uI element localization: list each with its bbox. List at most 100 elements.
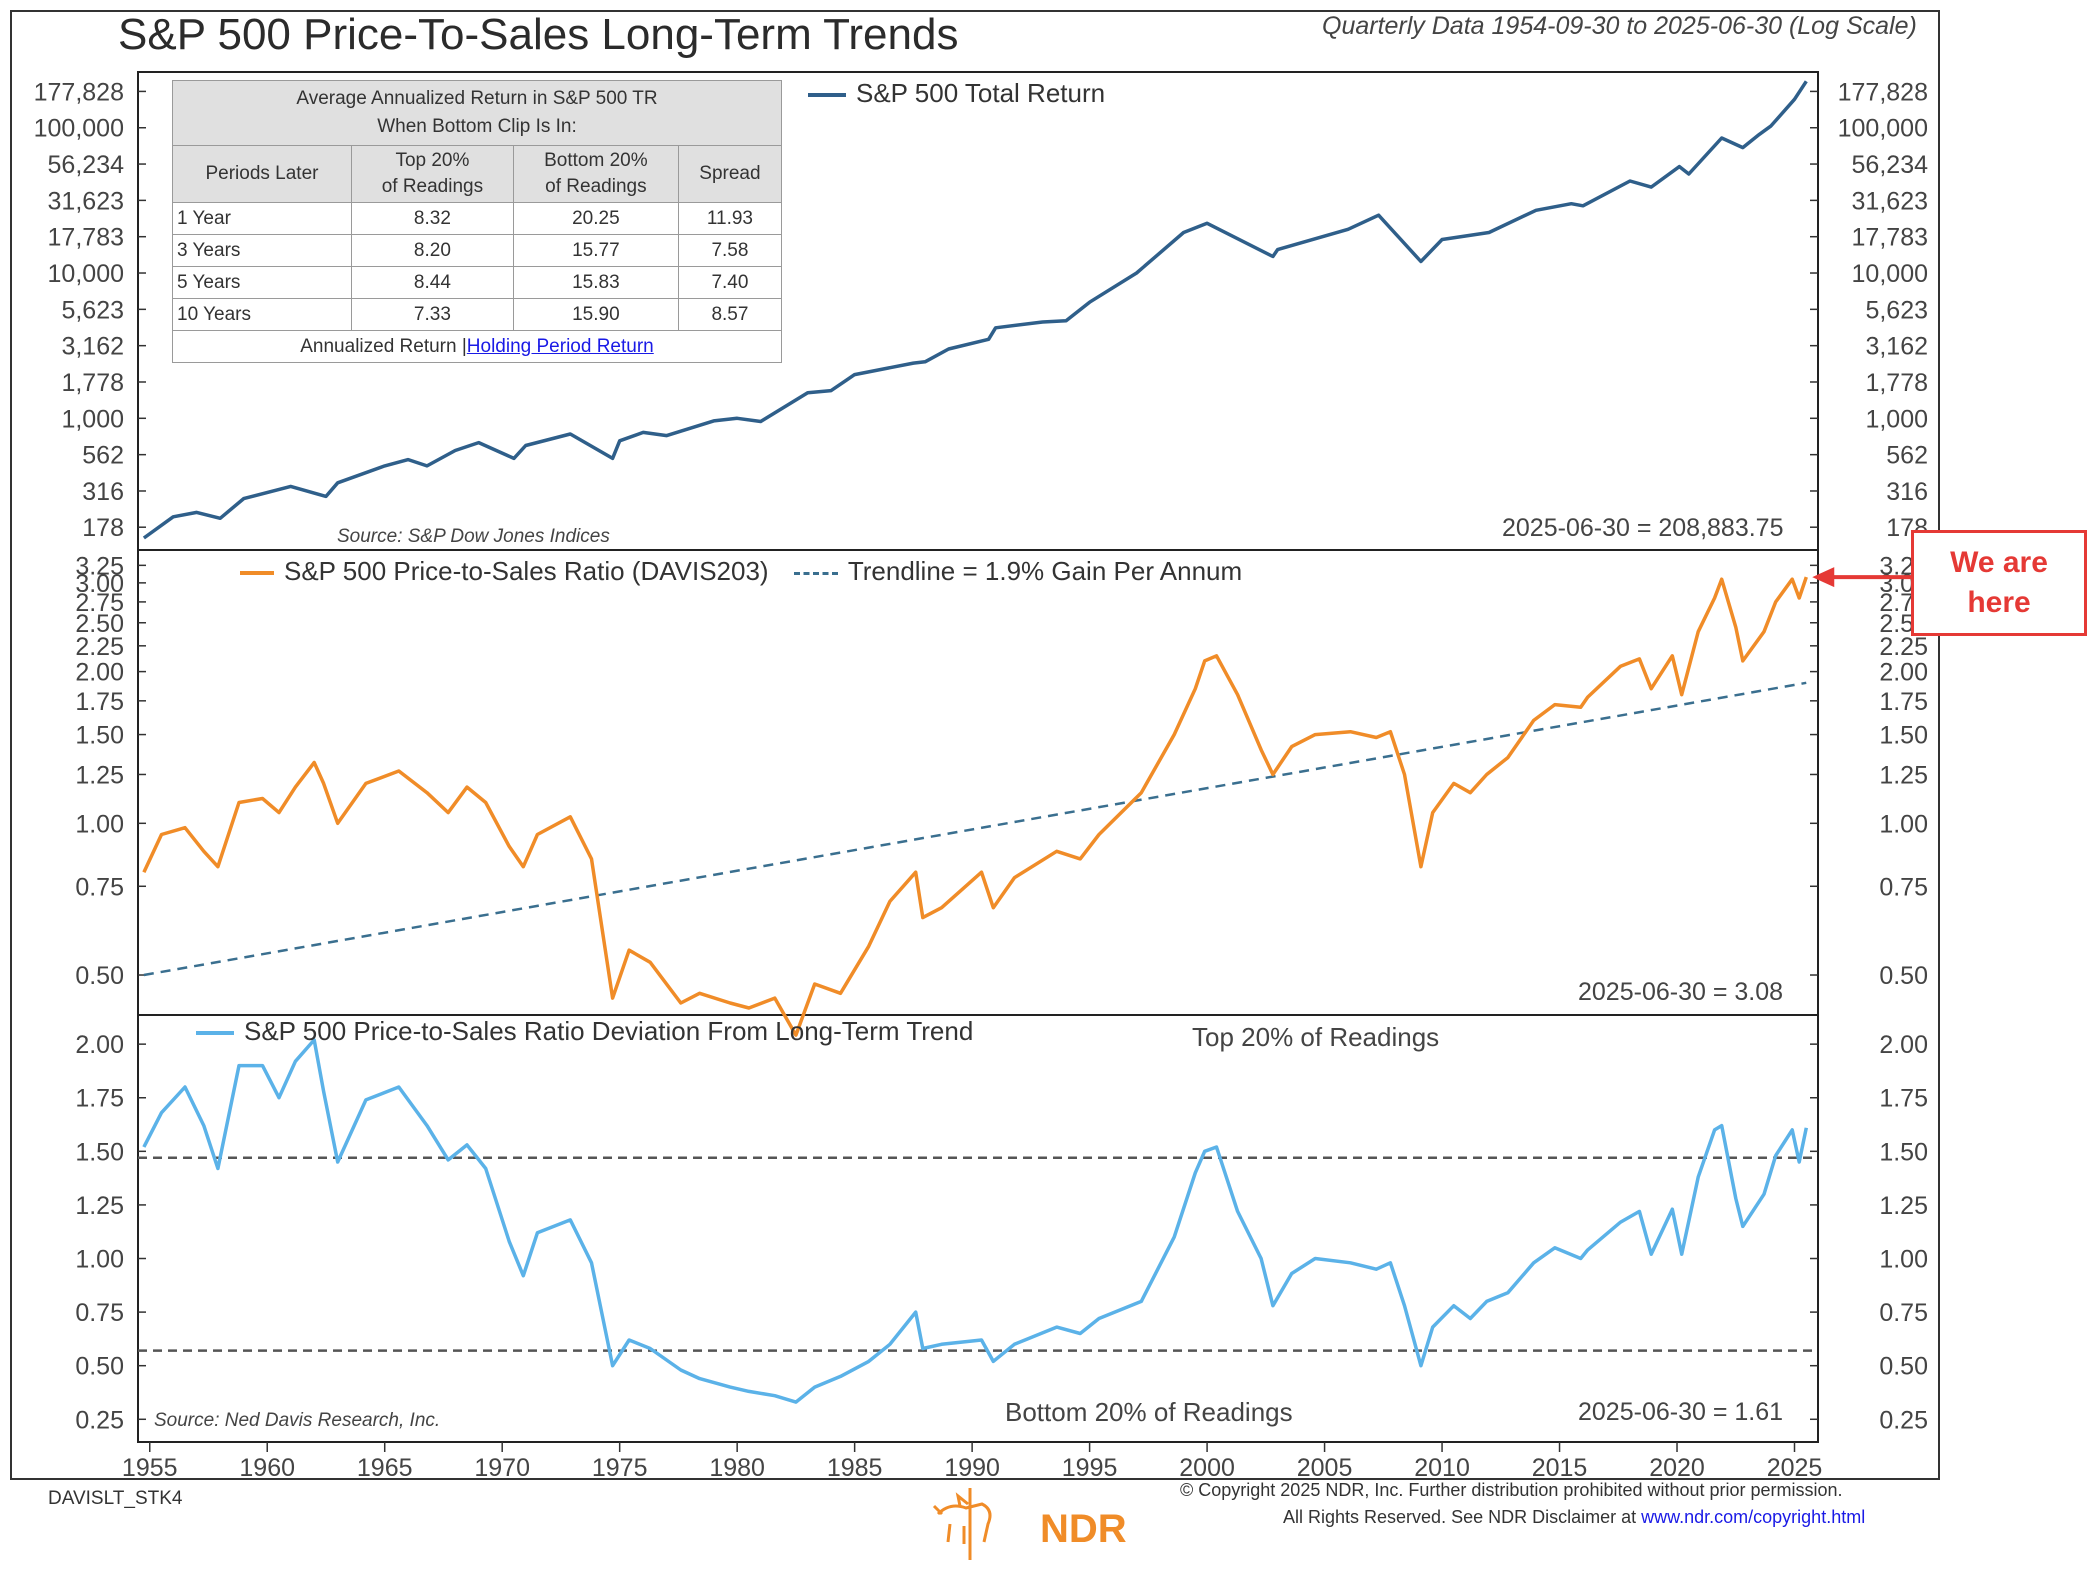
y-tick-label-left: 0.50 (75, 1353, 124, 1381)
x-tick-label: 2025 (1767, 1454, 1823, 1482)
table-title-line2: When Bottom Clip Is In: (377, 116, 577, 137)
y-tick-label-left: 2.00 (75, 1031, 124, 1059)
legend-dev-label: S&P 500 Price-to-Sales Ratio Deviation F… (244, 1016, 973, 1046)
holding-period-return-link[interactable]: Holding Period Return (467, 336, 654, 357)
y-tick-label-left: 1.25 (75, 1192, 124, 1220)
y-tick-label-left: 1.00 (75, 1246, 124, 1274)
y-tick-label-right: 100,000 (1838, 115, 1928, 143)
x-tick-label: 2020 (1649, 1454, 1705, 1482)
y-tick-label-right: 177,828 (1838, 78, 1928, 106)
copyright-line2: All Rights Reserved. See NDR Disclaimer … (1283, 1507, 1865, 1528)
y-tick-label-right: 1,000 (1865, 405, 1928, 433)
y-tick-label-right: 3,162 (1865, 333, 1928, 361)
cell-top: 8.32 (351, 203, 513, 235)
y-tick-label-left: 562 (82, 442, 124, 470)
y-tick-label-right: 316 (1886, 478, 1928, 506)
cell-spread: 7.58 (678, 235, 781, 267)
y-tick-label-right: 1,778 (1865, 369, 1928, 397)
col-header-top-sub: of Readings (382, 176, 483, 197)
col-header-bottom: Bottom 20% (544, 150, 648, 171)
copyright-link[interactable]: www.ndr.com/copyright.html (1641, 1507, 1865, 1527)
x-tick-label: 1960 (239, 1454, 295, 1482)
top-band-label: Top 20% of Readings (1192, 1022, 1439, 1053)
y-tick-label-right: 562 (1886, 442, 1928, 470)
col-header-top: Top 20% (395, 150, 469, 171)
y-tick-label-right: 0.50 (1879, 962, 1928, 990)
x-tick-label: 1965 (357, 1454, 413, 1482)
y-tick-label-right: 1.00 (1879, 1246, 1928, 1274)
y-tick-label-left: 0.75 (75, 873, 124, 901)
bull-bear-icon: NDR (930, 1484, 1170, 1564)
price-to-sales-line (144, 577, 1806, 1035)
end-label-ps: 2025-06-30 = 3.08 (1578, 978, 1783, 1007)
table-row: 1 Year 8.32 20.25 11.93 (173, 203, 782, 235)
callout-arrow-head (1812, 567, 1834, 587)
y-tick-label-right: 10,000 (1852, 260, 1928, 288)
cell-period: 3 Years (173, 235, 352, 267)
deviation-line (144, 1040, 1806, 1402)
y-tick-label-left: 1.00 (75, 810, 124, 838)
y-tick-label-left: 3.25 (75, 552, 124, 580)
y-tick-label-right: 1.00 (1879, 810, 1928, 838)
col-header-period: Periods Later (173, 146, 352, 203)
y-tick-label-left: 1.25 (75, 761, 124, 789)
trendline (144, 683, 1806, 975)
table-row: 10 Years 7.33 15.90 8.57 (173, 299, 782, 331)
y-tick-label-left: 1.50 (75, 1138, 124, 1166)
y-tick-label-left: 0.25 (75, 1406, 124, 1434)
cell-top: 8.44 (351, 267, 513, 299)
cell-bottom: 20.25 (513, 203, 678, 235)
callout-line2: here (1967, 586, 2030, 619)
y-tick-label-left: 10,000 (48, 260, 124, 288)
y-tick-label-right: 5,623 (1865, 296, 1928, 324)
y-tick-label-right: 1.50 (1879, 1138, 1928, 1166)
cell-spread: 8.57 (678, 299, 781, 331)
table-row: 3 Years 8.20 15.77 7.58 (173, 235, 782, 267)
legend-ps: S&P 500 Price-to-Sales Ratio (DAVIS203) … (240, 556, 1242, 587)
legend-tr: S&P 500 Total Return (808, 78, 1105, 109)
source-ndr: Source: Ned Davis Research, Inc. (154, 1410, 440, 1432)
callout-line1: We are (1950, 546, 2048, 579)
y-tick-label-left: 100,000 (34, 115, 124, 143)
legend-dev: S&P 500 Price-to-Sales Ratio Deviation F… (196, 1016, 973, 1047)
y-tick-label-right: 0.75 (1879, 1299, 1928, 1327)
y-tick-label-right: 31,623 (1852, 187, 1928, 215)
x-tick-label: 1955 (122, 1454, 178, 1482)
y-tick-label-right: 56,234 (1852, 151, 1929, 179)
y-tick-label-right: 1.25 (1879, 761, 1928, 789)
x-tick-label: 2015 (1532, 1454, 1588, 1482)
y-tick-label-right: 17,783 (1852, 224, 1928, 252)
logo-text: NDR (1040, 1507, 1127, 1551)
legend-trend-label: Trendline = 1.9% Gain Per Annum (848, 556, 1242, 586)
y-tick-label-left: 1.50 (75, 722, 124, 750)
cell-top: 7.33 (351, 299, 513, 331)
panel-3-box (138, 1015, 1818, 1442)
cell-spread: 7.40 (678, 267, 781, 299)
cell-period: 5 Years (173, 267, 352, 299)
y-tick-label-left: 2.00 (75, 659, 124, 687)
x-tick-label: 2000 (1179, 1454, 1235, 1482)
x-tick-label: 2010 (1414, 1454, 1470, 1482)
y-tick-label-right: 2.00 (1879, 659, 1928, 687)
x-tick-label: 1975 (592, 1454, 648, 1482)
we-are-here-callout: We are here (1911, 530, 2087, 636)
y-tick-label-left: 0.75 (75, 1299, 124, 1327)
copyright-text: All Rights Reserved. See NDR Disclaimer … (1283, 1507, 1636, 1527)
y-tick-label-left: 316 (82, 478, 124, 506)
cell-bottom: 15.77 (513, 235, 678, 267)
x-tick-label: 2005 (1297, 1454, 1353, 1482)
y-tick-label-left: 31,623 (48, 187, 124, 215)
return-table: Average Annualized Return in S&P 500 TR … (172, 80, 782, 363)
bottom-band-label: Bottom 20% of Readings (1005, 1397, 1293, 1428)
y-tick-label-left: 0.50 (75, 962, 124, 990)
cell-period: 10 Years (173, 299, 352, 331)
y-tick-label-left: 56,234 (48, 151, 125, 179)
y-tick-label-right: 1.50 (1879, 722, 1928, 750)
y-tick-label-left: 17,783 (48, 224, 124, 252)
y-tick-label-left: 177,828 (34, 78, 124, 106)
x-tick-label: 1980 (709, 1454, 765, 1482)
y-tick-label-left: 1.75 (75, 688, 124, 716)
legend-ps-label: S&P 500 Price-to-Sales Ratio (DAVIS203) (284, 556, 769, 586)
y-tick-label-right: 0.25 (1879, 1406, 1928, 1434)
cell-bottom: 15.90 (513, 299, 678, 331)
